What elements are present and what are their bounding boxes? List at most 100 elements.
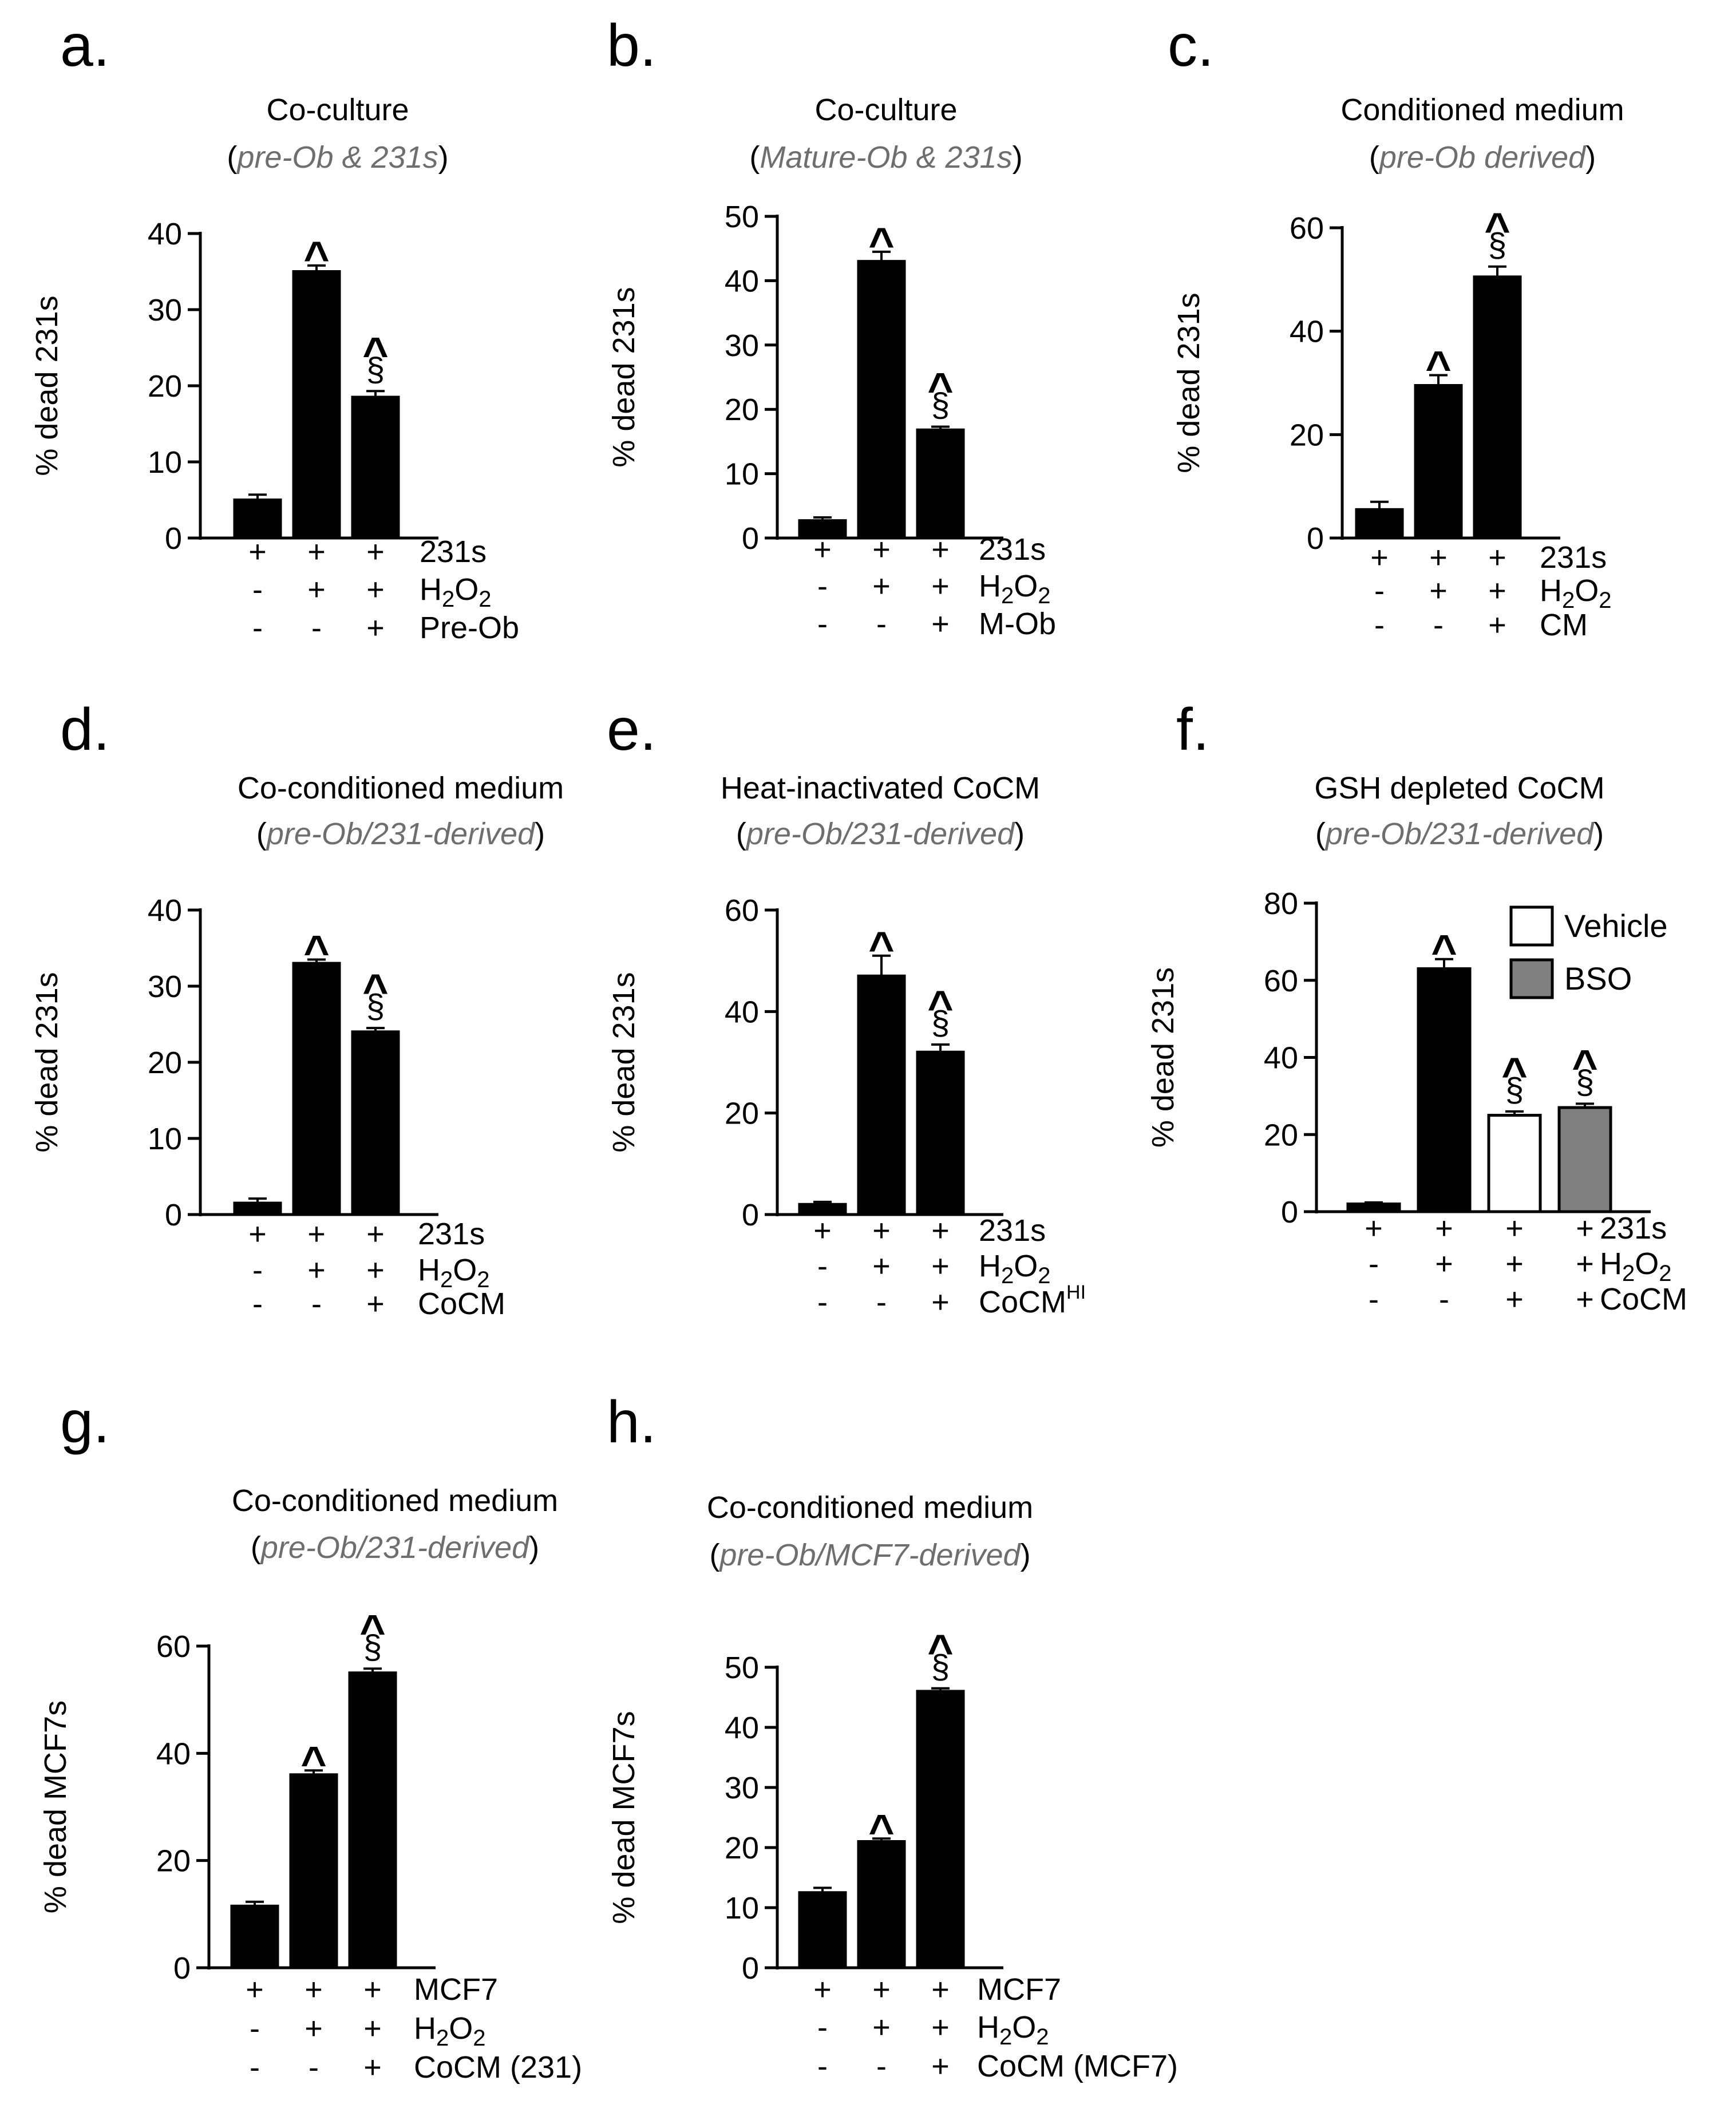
treatment-sign: +	[1505, 1282, 1524, 1316]
treatment-sign: +	[813, 1213, 832, 1248]
treatment-sign: +	[246, 1972, 264, 2007]
subtitle-text: pre-Ob derived	[1378, 140, 1587, 175]
subscript: 2	[436, 2026, 449, 2051]
y-tick-label: 60	[725, 893, 759, 928]
treatment-sign: +	[363, 1972, 382, 2007]
treatment-sign: +	[1488, 608, 1506, 642]
treatment-sign: -	[309, 2050, 319, 2085]
panel-f: f. GSH depleted CoCM (pre-Ob/231-derived) 0…	[1146, 697, 1687, 1316]
treatment-sign: -	[1369, 1282, 1379, 1316]
formula-part: H	[979, 1249, 1001, 1283]
treatment-sign: +	[305, 1972, 323, 2007]
treatment-sign: +	[366, 1253, 385, 1287]
treatment-label-h2o2: H2O2	[414, 2011, 486, 2051]
bar	[1414, 384, 1463, 540]
y-axis-label: % dead 231s	[30, 295, 64, 476]
panel-c: c. Conditioned medium (pre-Ob derived) 0 20 4…	[1168, 13, 1624, 642]
panel-title: Co-culture	[814, 93, 957, 127]
caret-marker: ^	[1501, 1048, 1528, 1098]
treatment-sign: +	[366, 572, 385, 607]
treatment-label: 231s	[979, 1213, 1046, 1248]
treatment-sign: -	[311, 1287, 322, 1321]
treatment-sign: +	[248, 1217, 267, 1251]
bar	[1355, 508, 1404, 540]
y-tick-label: 40	[725, 1711, 759, 1745]
panel-label: f.	[1176, 697, 1209, 763]
treatment-sign: -	[817, 1285, 828, 1319]
formula-part: O	[449, 2011, 473, 2046]
y-tick-label: 40	[725, 264, 759, 298]
treatment-label: Pre-Ob	[420, 611, 519, 645]
subtitle-close-paren: )	[1021, 1538, 1031, 1572]
treatment-label: 231s	[418, 1217, 485, 1251]
treatment-sign: -	[817, 1249, 828, 1283]
y-tick-label: 0	[742, 1951, 759, 1985]
subscript: 2	[1001, 1263, 1014, 1288]
section-marker: §	[366, 351, 385, 388]
panel-b: b. Co-culture (Mature-Ob & 231s) 0 10 20 30 40 5…	[607, 13, 1056, 641]
treatment-label-h2o2: H2O2	[979, 1249, 1051, 1288]
treatment-label: MCF7	[414, 1972, 498, 2007]
treatment-sign: +	[366, 1217, 385, 1251]
caret-marker: ^	[1484, 203, 1510, 254]
treatment-label-h2o2: H2O2	[1540, 573, 1612, 613]
treatment-label: CM	[1540, 608, 1588, 642]
panel-label: c.	[1168, 13, 1214, 79]
treatment-sign: -	[311, 611, 322, 645]
y-tick-label: 20	[725, 1831, 759, 1865]
caret-marker: ^	[868, 218, 895, 268]
caret-marker: ^	[359, 1605, 386, 1655]
panel-subtitle: (Mature-Ob & 231s)	[749, 140, 1022, 175]
panel-title: GSH depleted CoCM	[1314, 771, 1604, 805]
treatment-sign: +	[931, 2010, 950, 2044]
subscript: 2	[999, 2024, 1012, 2050]
treatment-sign: -	[1433, 608, 1444, 642]
bar	[233, 499, 282, 540]
bar	[351, 395, 400, 540]
y-tick-label: 30	[725, 329, 759, 363]
treatment-sign: +	[1576, 1211, 1594, 1245]
panel-h: h. Co-conditioned medium (pre-Ob/MCF7-deri…	[607, 1389, 1178, 2083]
treatment-sign: -	[817, 2049, 828, 2083]
panel-subtitle: (pre-Ob & 231s)	[227, 140, 448, 175]
subscript: 2	[1036, 2024, 1049, 2050]
y-tick-label: 80	[1264, 887, 1298, 921]
panel-title: Co-conditioned medium	[232, 1484, 558, 1518]
y-tick-label: 0	[742, 1198, 759, 1232]
subtitle-open-paren: (	[256, 817, 267, 851]
caret-marker: ^	[1425, 341, 1452, 391]
bar	[292, 270, 341, 540]
subscript: 2	[440, 1267, 453, 1292]
subtitle-close-paren: )	[1585, 140, 1596, 175]
caret-marker: ^	[1572, 1040, 1598, 1090]
section-marker: §	[931, 1004, 950, 1042]
subscript: 2	[479, 587, 491, 612]
subscript: 2	[1038, 1263, 1050, 1288]
section-marker: §	[931, 387, 950, 424]
y-tick-label: 0	[742, 521, 759, 556]
subtitle-open-paren: (	[709, 1538, 719, 1572]
subscript: 2	[1001, 583, 1014, 608]
panel-subtitle: (pre-Ob/231-derived)	[1315, 817, 1604, 851]
subtitle-text: pre-Ob/231-derived	[260, 1530, 530, 1565]
bar	[916, 428, 965, 540]
y-tick-label: 10	[148, 1122, 182, 1156]
y-tick-label: 20	[1290, 418, 1324, 452]
subscript: 2	[1599, 588, 1611, 613]
caret-marker: ^	[362, 327, 389, 378]
caret-marker: ^	[868, 922, 895, 972]
subscript: 2	[473, 2026, 485, 2051]
panel-subtitle: (pre-Ob/231-derived)	[256, 817, 545, 851]
subtitle-open-paren: (	[1315, 817, 1326, 851]
legend-label: BSO	[1564, 960, 1632, 996]
treatment-sign: -	[1369, 1247, 1379, 1281]
formula-part: H	[414, 2011, 436, 2046]
subtitle-close-paren: )	[529, 1530, 539, 1565]
subtitle-text: pre-Ob/231-derived	[1324, 817, 1595, 851]
treatment-label: CoCM	[418, 1287, 505, 1321]
treatment-sign: -	[1439, 1282, 1449, 1316]
subtitle-text: pre-Ob/231-derived	[745, 817, 1015, 851]
formula-part: H	[977, 2010, 999, 2044]
subtitle-open-paren: (	[1369, 140, 1379, 175]
y-tick-label: 0	[165, 1198, 182, 1232]
